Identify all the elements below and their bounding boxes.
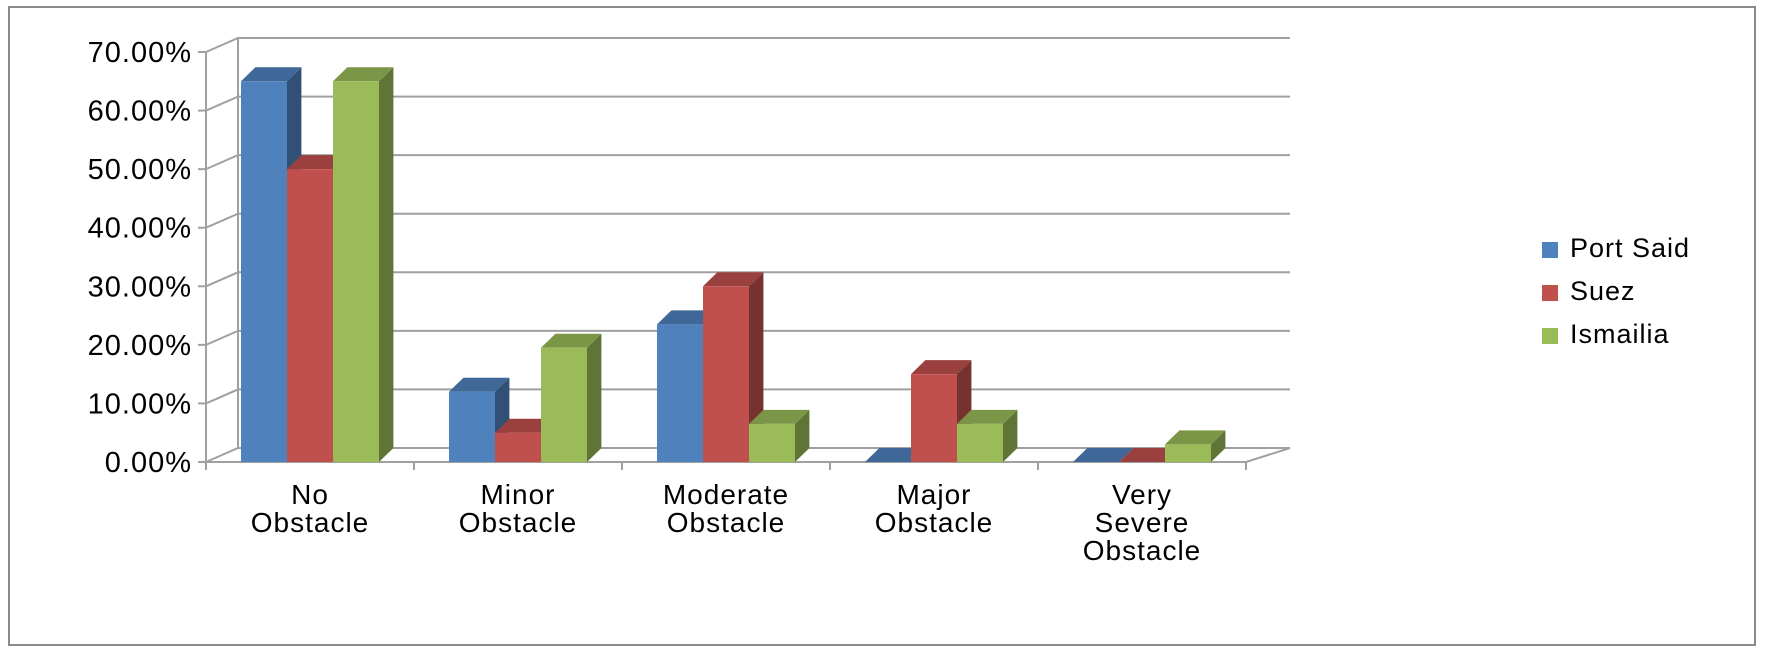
bar: [957, 409, 1018, 462]
bar-side-face: [379, 67, 394, 463]
bar-front-face: [541, 347, 587, 462]
legend-label: Suez: [1570, 276, 1636, 306]
gridline: [205, 95, 1290, 112]
x-category-label: Obstacle: [667, 507, 786, 538]
bar-top-face: [749, 409, 810, 424]
bar-chart: 0.00% 10.00% 20.00% 30.00% 40.00% 50.00% 60.00…: [88, 37, 1690, 566]
bar-top-face: [1073, 448, 1134, 462]
gridline: [205, 212, 1290, 229]
bar-side-face: [587, 333, 602, 462]
x-category-label: Obstacle: [875, 507, 994, 538]
gridline: [205, 37, 1290, 53]
x-category-label: No: [291, 479, 329, 510]
legend-swatch: [1542, 285, 1558, 301]
y-tick-label: 70.00%: [88, 37, 192, 69]
bar: [865, 448, 926, 462]
bar-front-face: [495, 432, 541, 462]
bar-front-face: [749, 423, 795, 462]
bars: [241, 67, 1226, 463]
bar-side-face: [1211, 430, 1226, 462]
bar-front-face: [657, 324, 703, 462]
legend-label: Ismailia: [1570, 319, 1670, 349]
x-category-label: Obstacle: [251, 507, 370, 538]
x-category-label: Obstacle: [1083, 535, 1202, 566]
bar-top-face: [865, 448, 926, 462]
bar: [333, 67, 394, 463]
bar-top-face: [333, 67, 394, 82]
legend-swatch: [1542, 328, 1558, 344]
y-tick-label: 50.00%: [88, 154, 192, 186]
bar-front-face: [287, 169, 333, 462]
gridline: [205, 329, 1290, 346]
y-tick-label: 20.00%: [88, 330, 192, 362]
chart-frame: 0.00% 10.00% 20.00% 30.00% 40.00% 50.00% 60.00…: [8, 6, 1756, 646]
gridline: [205, 154, 1290, 171]
bar-top-face: [911, 360, 972, 375]
legend-entry: Suez: [1542, 276, 1636, 306]
y-tick-label: 60.00%: [88, 96, 192, 128]
bar-front-face: [911, 374, 957, 462]
bar-top-face: [957, 409, 1018, 424]
x-category-label: Moderate: [663, 479, 789, 510]
x-category-label: Very: [1112, 479, 1172, 510]
bar-side-face: [1003, 409, 1018, 462]
bar-front-face: [957, 423, 1003, 462]
gridline: [205, 271, 1290, 288]
legend-label: Port Said: [1570, 233, 1690, 263]
x-axis-category-labels: NoObstacleMinorObstacleModerateObstacleM…: [251, 479, 1202, 566]
bar-side-face: [795, 409, 810, 462]
bar-front-face: [449, 391, 495, 462]
bar-top-face: [541, 333, 602, 348]
bar: [749, 409, 810, 462]
legend-swatch: [1542, 242, 1558, 258]
bar-front-face: [1165, 444, 1211, 462]
y-tick-label: 0.00%: [105, 447, 192, 479]
bar-top-face: [495, 418, 556, 433]
bar-front-face: [703, 286, 749, 462]
x-category-label: Severe: [1095, 507, 1190, 538]
y-tick-label: 40.00%: [88, 213, 192, 245]
x-category-label: Minor: [480, 479, 555, 510]
bar-top-face: [657, 310, 718, 325]
bar-top-face: [241, 67, 302, 82]
legend-entry: Ismailia: [1542, 319, 1670, 349]
bar: [1119, 448, 1180, 462]
bar-top-face: [703, 272, 764, 287]
y-tick-label: 30.00%: [88, 271, 192, 303]
bar-top-face: [287, 155, 348, 170]
bar-top-face: [1165, 430, 1226, 445]
gridlines: [198, 37, 1290, 470]
y-tick-label: 10.00%: [88, 388, 192, 420]
bar-front-face: [241, 81, 287, 463]
x-category-label: Obstacle: [459, 507, 578, 538]
y-axis-tick-labels: 0.00% 10.00% 20.00% 30.00% 40.00% 50.00% 60.00…: [88, 37, 192, 479]
x-category-label: Major: [896, 479, 971, 510]
legend-entry: Port Said: [1542, 233, 1690, 263]
bar-top-face: [449, 377, 510, 392]
bar: [1073, 448, 1134, 462]
legend: Port Said Suez Ismailia: [1542, 233, 1690, 349]
bar: [541, 333, 602, 462]
bar-front-face: [333, 81, 379, 463]
bar: [1165, 430, 1226, 462]
bar-top-face: [1119, 448, 1180, 462]
